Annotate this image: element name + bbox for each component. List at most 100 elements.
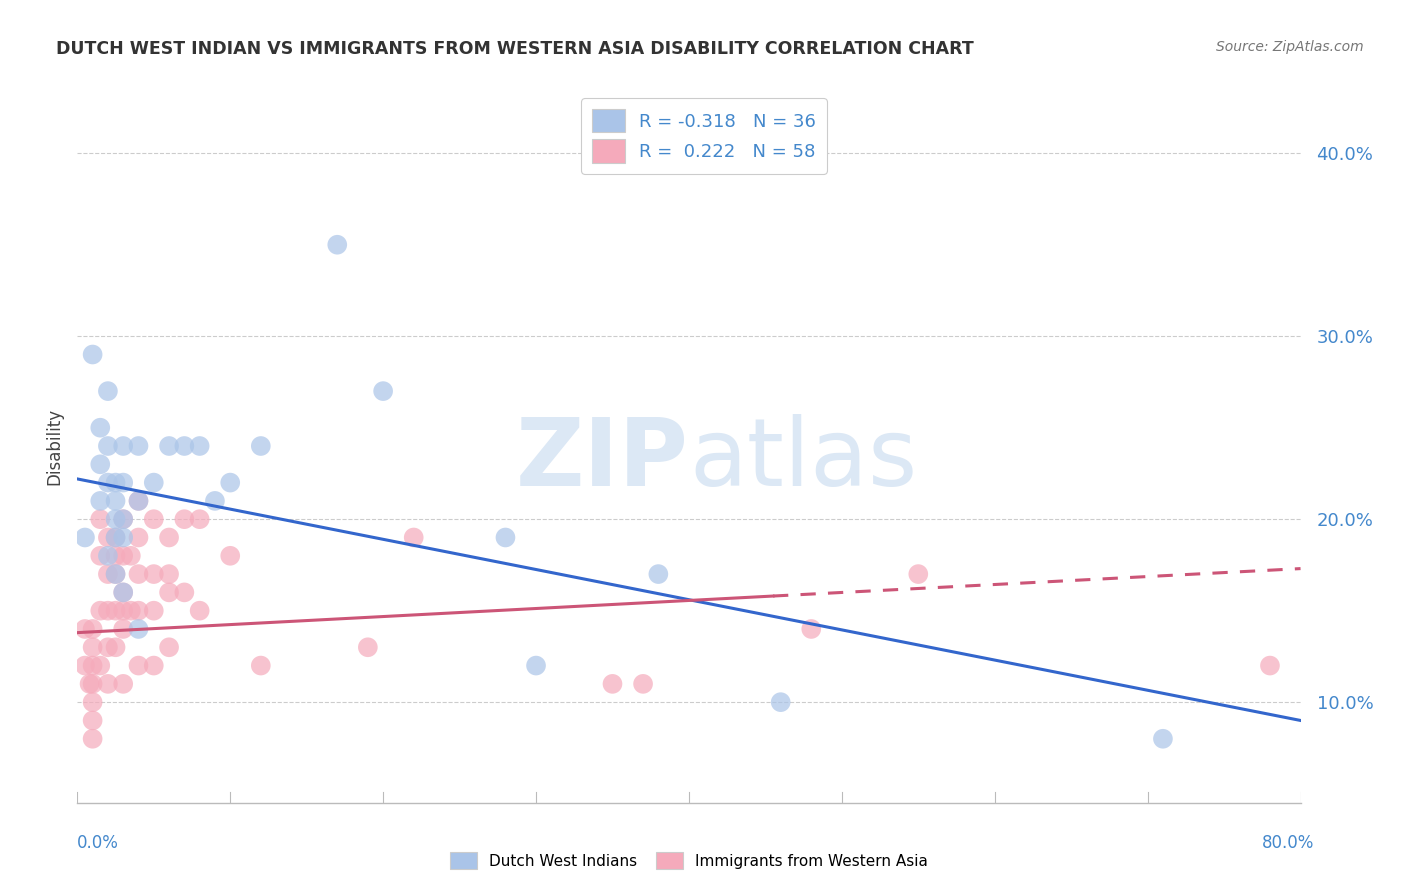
Point bbox=[112, 475, 135, 490]
Point bbox=[173, 439, 195, 453]
Point bbox=[82, 640, 104, 655]
Point bbox=[326, 237, 349, 252]
Point bbox=[82, 658, 104, 673]
Text: Source: ZipAtlas.com: Source: ZipAtlas.com bbox=[1216, 40, 1364, 54]
Point bbox=[97, 531, 120, 545]
Point bbox=[104, 567, 127, 582]
Point bbox=[157, 567, 180, 582]
Point bbox=[82, 714, 104, 728]
Point bbox=[112, 585, 135, 599]
Point bbox=[127, 494, 149, 508]
Point bbox=[97, 384, 120, 398]
Legend: R = -0.318   N = 36, R =  0.222   N = 58: R = -0.318 N = 36, R = 0.222 N = 58 bbox=[581, 98, 827, 174]
Point bbox=[104, 494, 127, 508]
Text: DUTCH WEST INDIAN VS IMMIGRANTS FROM WESTERN ASIA DISABILITY CORRELATION CHART: DUTCH WEST INDIAN VS IMMIGRANTS FROM WES… bbox=[56, 40, 974, 58]
Point bbox=[89, 494, 111, 508]
Point bbox=[219, 549, 242, 563]
Point bbox=[250, 439, 273, 453]
Point bbox=[112, 512, 135, 526]
Point bbox=[97, 567, 120, 582]
Point bbox=[82, 695, 104, 709]
Point bbox=[73, 622, 96, 636]
Point bbox=[357, 640, 380, 655]
Point bbox=[112, 549, 135, 563]
Point bbox=[97, 549, 120, 563]
Point bbox=[769, 695, 792, 709]
Point bbox=[188, 439, 211, 453]
Point bbox=[127, 604, 149, 618]
Point bbox=[127, 531, 149, 545]
Point bbox=[173, 512, 195, 526]
Point bbox=[89, 604, 111, 618]
Point bbox=[82, 347, 104, 361]
Point bbox=[82, 677, 104, 691]
Point bbox=[104, 549, 127, 563]
Point bbox=[1258, 658, 1281, 673]
Point bbox=[127, 567, 149, 582]
Point bbox=[602, 677, 624, 691]
Point bbox=[157, 585, 180, 599]
Point bbox=[112, 531, 135, 545]
Point bbox=[157, 439, 180, 453]
Point bbox=[82, 731, 104, 746]
Point bbox=[631, 677, 654, 691]
Text: 80.0%: 80.0% bbox=[1263, 834, 1315, 852]
Point bbox=[89, 658, 111, 673]
Point bbox=[112, 512, 135, 526]
Point bbox=[112, 677, 135, 691]
Legend: Dutch West Indians, Immigrants from Western Asia: Dutch West Indians, Immigrants from West… bbox=[443, 846, 935, 875]
Point bbox=[97, 640, 120, 655]
Point bbox=[112, 439, 135, 453]
Point bbox=[219, 475, 242, 490]
Point bbox=[89, 512, 111, 526]
Point bbox=[97, 604, 120, 618]
Point bbox=[89, 549, 111, 563]
Point bbox=[127, 494, 149, 508]
Point bbox=[112, 585, 135, 599]
Point bbox=[89, 420, 111, 434]
Point bbox=[127, 622, 149, 636]
Point bbox=[142, 567, 165, 582]
Point bbox=[142, 475, 165, 490]
Point bbox=[104, 567, 127, 582]
Point bbox=[250, 658, 273, 673]
Point bbox=[188, 512, 211, 526]
Point bbox=[104, 531, 127, 545]
Point bbox=[647, 567, 669, 582]
Text: 0.0%: 0.0% bbox=[77, 834, 120, 852]
Point bbox=[73, 658, 96, 673]
Point bbox=[1152, 731, 1174, 746]
Point bbox=[73, 531, 96, 545]
Point bbox=[104, 475, 127, 490]
Point bbox=[204, 494, 226, 508]
Point bbox=[97, 475, 120, 490]
Point bbox=[104, 512, 127, 526]
Point bbox=[173, 585, 195, 599]
Point bbox=[402, 531, 425, 545]
Point bbox=[371, 384, 394, 398]
Point bbox=[120, 604, 142, 618]
Point bbox=[800, 622, 823, 636]
Point bbox=[89, 458, 111, 472]
Point bbox=[157, 640, 180, 655]
Text: atlas: atlas bbox=[689, 414, 917, 507]
Point bbox=[127, 439, 149, 453]
Point bbox=[104, 640, 127, 655]
Point bbox=[188, 604, 211, 618]
Point bbox=[142, 512, 165, 526]
Point bbox=[97, 677, 120, 691]
Point bbox=[112, 604, 135, 618]
Point bbox=[79, 677, 101, 691]
Text: ZIP: ZIP bbox=[516, 414, 689, 507]
Point bbox=[97, 439, 120, 453]
Point bbox=[82, 622, 104, 636]
Point bbox=[112, 622, 135, 636]
Point bbox=[104, 604, 127, 618]
Y-axis label: Disability: Disability bbox=[45, 408, 63, 484]
Point bbox=[104, 531, 127, 545]
Point bbox=[907, 567, 929, 582]
Point bbox=[127, 658, 149, 673]
Point bbox=[142, 658, 165, 673]
Point bbox=[495, 531, 517, 545]
Point bbox=[142, 604, 165, 618]
